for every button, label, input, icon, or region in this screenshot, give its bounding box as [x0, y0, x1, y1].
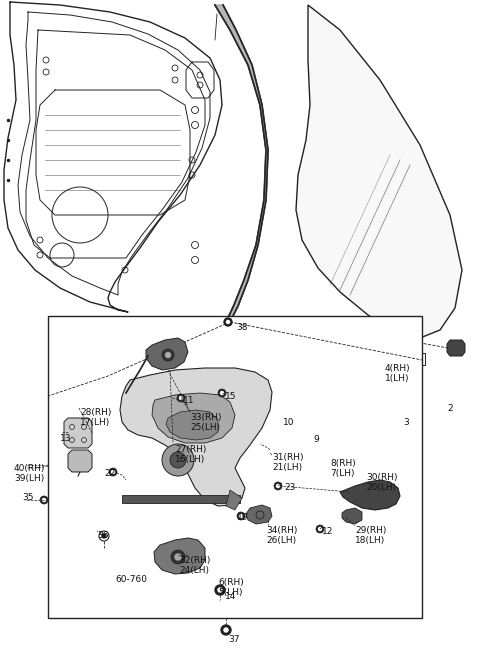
Circle shape [218, 588, 222, 592]
Circle shape [40, 496, 48, 504]
Text: 19: 19 [237, 513, 249, 522]
Text: 23: 23 [284, 483, 295, 492]
Polygon shape [122, 495, 240, 503]
Circle shape [224, 318, 232, 326]
Text: 9: 9 [313, 435, 319, 444]
Circle shape [316, 525, 324, 533]
Circle shape [218, 389, 226, 397]
Polygon shape [215, 5, 268, 318]
Text: 14: 14 [225, 592, 236, 601]
Text: 12: 12 [322, 527, 334, 536]
Text: 36: 36 [97, 531, 108, 540]
Circle shape [162, 349, 174, 361]
Polygon shape [166, 410, 218, 440]
Circle shape [237, 512, 245, 520]
Bar [48, 316, 422, 618]
Text: 6(RH)
5(LH): 6(RH) 5(LH) [218, 578, 244, 597]
Circle shape [171, 550, 185, 564]
Text: 60-760: 60-760 [115, 575, 147, 584]
Polygon shape [120, 368, 272, 506]
Circle shape [227, 320, 229, 324]
Text: 34(RH)
26(LH): 34(RH) 26(LH) [266, 526, 298, 545]
Circle shape [175, 554, 181, 560]
Polygon shape [340, 480, 400, 510]
Polygon shape [152, 393, 235, 443]
Circle shape [319, 527, 322, 531]
Text: 2: 2 [447, 404, 453, 413]
Text: 4(RH)
1(LH): 4(RH) 1(LH) [385, 364, 410, 383]
Text: 10: 10 [283, 418, 295, 427]
Text: 3: 3 [403, 418, 409, 427]
Text: 27(RH)
16(LH): 27(RH) 16(LH) [175, 445, 206, 464]
Circle shape [102, 534, 106, 538]
Circle shape [177, 394, 185, 402]
Circle shape [162, 444, 194, 476]
Circle shape [221, 625, 231, 635]
Text: 28(RH)
17(LH): 28(RH) 17(LH) [80, 408, 111, 427]
Text: 31(RH)
21(LH): 31(RH) 21(LH) [272, 453, 303, 472]
Circle shape [166, 352, 170, 357]
Text: 40(RH)
39(LH): 40(RH) 39(LH) [14, 464, 46, 483]
Polygon shape [226, 490, 242, 510]
Circle shape [274, 482, 282, 490]
Text: 32(RH)
24(LH): 32(RH) 24(LH) [179, 556, 210, 575]
Circle shape [220, 391, 224, 395]
Text: 30(RH)
20(LH): 30(RH) 20(LH) [366, 473, 397, 492]
Polygon shape [154, 538, 205, 574]
Polygon shape [447, 340, 465, 356]
Circle shape [240, 514, 242, 518]
Circle shape [170, 452, 186, 468]
Circle shape [109, 468, 117, 476]
Polygon shape [301, 348, 316, 382]
Polygon shape [146, 338, 188, 370]
Text: 11: 11 [183, 396, 194, 405]
Circle shape [276, 484, 279, 488]
Polygon shape [390, 330, 418, 350]
Text: 29(RH)
18(LH): 29(RH) 18(LH) [355, 526, 386, 545]
Polygon shape [246, 505, 272, 524]
Circle shape [43, 499, 46, 501]
Circle shape [111, 471, 115, 473]
Polygon shape [68, 450, 92, 472]
Circle shape [224, 628, 228, 632]
Text: 33(RH)
25(LH): 33(RH) 25(LH) [190, 413, 221, 432]
Text: 37: 37 [228, 635, 240, 644]
Polygon shape [296, 5, 462, 338]
Text: 15: 15 [225, 392, 237, 401]
Circle shape [180, 396, 182, 400]
Text: 13: 13 [60, 434, 72, 443]
Polygon shape [342, 508, 362, 524]
Text: 22: 22 [104, 469, 115, 478]
Text: 38: 38 [236, 323, 248, 332]
Text: 35: 35 [22, 493, 34, 502]
Polygon shape [64, 418, 92, 448]
Text: 8(RH)
7(LH): 8(RH) 7(LH) [330, 459, 356, 478]
Circle shape [215, 585, 225, 595]
